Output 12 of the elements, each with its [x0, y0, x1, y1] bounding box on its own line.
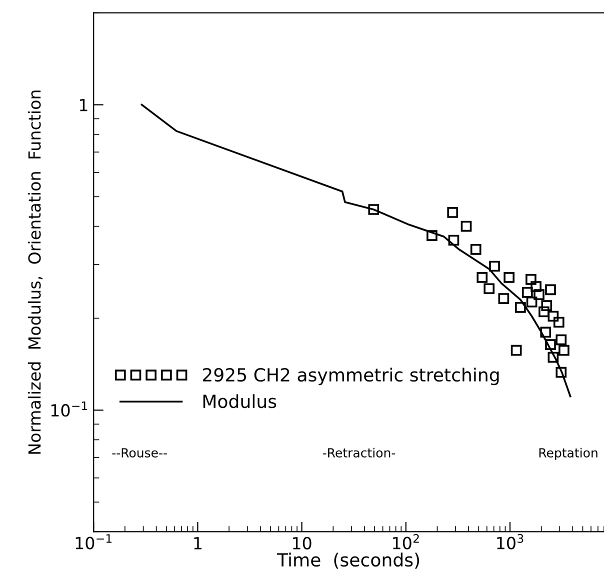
- x-tick-label: 10: [293, 536, 312, 550]
- y-axis-title: Normalized Modulus, Orientation Function: [28, 90, 43, 454]
- x-axis-title: Time (seconds): [276, 552, 420, 569]
- x-tick-label: 10$^{3}$: [497, 534, 524, 550]
- x-tick-label: 10$^{−1}$: [76, 534, 112, 550]
- legend-label: 2925 CH2 asymmetric stretching: [202, 368, 499, 386]
- x-tick-label: 10$^{2}$: [393, 534, 419, 550]
- legend-label: Modulus: [203, 394, 276, 408]
- x-tick-label: 1: [194, 537, 202, 550]
- annotation: Reptation: [539, 448, 598, 460]
- annotation: -Retraction-: [322, 448, 396, 458]
- annotation: --Rouse--: [112, 448, 167, 458]
